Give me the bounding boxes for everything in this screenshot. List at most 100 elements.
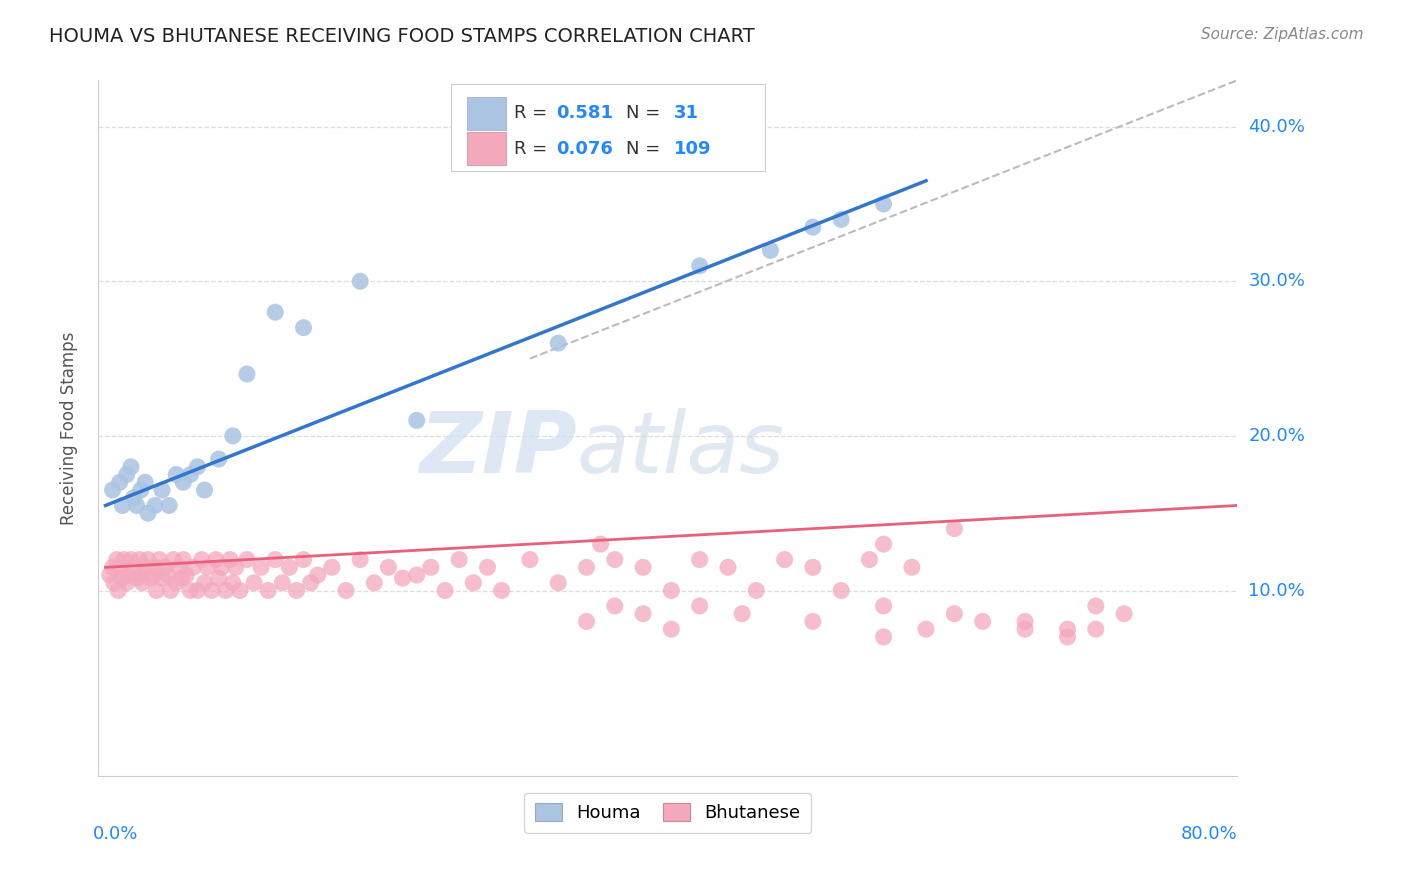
- Point: [278, 560, 301, 574]
- Text: N =: N =: [626, 104, 665, 122]
- Text: 31: 31: [673, 104, 699, 122]
- Text: 10.0%: 10.0%: [1249, 582, 1305, 599]
- Point: [631, 560, 654, 574]
- Point: [101, 483, 124, 497]
- Point: [1056, 622, 1078, 636]
- Point: [142, 568, 165, 582]
- Point: [1114, 607, 1136, 621]
- Point: [307, 568, 329, 582]
- Point: [200, 583, 222, 598]
- Point: [181, 560, 204, 574]
- Point: [872, 630, 894, 644]
- Text: ZIP: ZIP: [419, 408, 576, 491]
- Text: 0.581: 0.581: [557, 104, 613, 122]
- Point: [349, 552, 371, 566]
- Point: [603, 552, 626, 566]
- Point: [745, 583, 768, 598]
- Point: [143, 499, 166, 513]
- Point: [830, 583, 852, 598]
- Point: [830, 212, 852, 227]
- Point: [222, 575, 245, 590]
- Point: [139, 571, 162, 585]
- Point: [172, 475, 194, 490]
- Text: 30.0%: 30.0%: [1249, 272, 1305, 290]
- Y-axis label: Receiving Food Stamps: Receiving Food Stamps: [59, 332, 77, 524]
- Point: [575, 560, 598, 574]
- Point: [405, 413, 427, 427]
- Point: [236, 552, 259, 566]
- Point: [170, 571, 193, 585]
- Text: 40.0%: 40.0%: [1249, 118, 1305, 136]
- Point: [264, 552, 287, 566]
- Point: [136, 552, 159, 566]
- Point: [250, 560, 273, 574]
- Point: [391, 571, 413, 585]
- Point: [108, 475, 131, 490]
- Point: [901, 560, 924, 574]
- Point: [129, 483, 152, 497]
- Text: 20.0%: 20.0%: [1249, 427, 1305, 445]
- Point: [222, 429, 245, 443]
- Point: [1014, 622, 1036, 636]
- Point: [101, 560, 124, 574]
- Point: [1014, 615, 1036, 629]
- Point: [449, 552, 471, 566]
- Point: [120, 459, 142, 474]
- Point: [434, 583, 457, 598]
- Point: [153, 560, 176, 574]
- Point: [190, 552, 212, 566]
- Point: [271, 575, 294, 590]
- Point: [162, 552, 184, 566]
- Text: 109: 109: [673, 140, 711, 158]
- Point: [117, 568, 139, 582]
- Point: [122, 560, 145, 574]
- Point: [661, 622, 683, 636]
- Point: [125, 499, 148, 513]
- Point: [211, 560, 233, 574]
- Point: [103, 575, 125, 590]
- Point: [872, 537, 894, 551]
- Point: [589, 537, 612, 551]
- Text: 0.076: 0.076: [557, 140, 613, 158]
- Point: [292, 320, 315, 334]
- Point: [477, 560, 499, 574]
- Point: [603, 599, 626, 613]
- Text: 80.0%: 80.0%: [1181, 825, 1237, 843]
- Point: [129, 568, 152, 582]
- Point: [243, 575, 266, 590]
- Point: [661, 583, 683, 598]
- Point: [1084, 622, 1107, 636]
- Point: [299, 575, 322, 590]
- Point: [186, 459, 208, 474]
- Point: [136, 506, 159, 520]
- Point: [107, 583, 129, 598]
- Point: [111, 499, 134, 513]
- Point: [519, 552, 541, 566]
- Text: 0.0%: 0.0%: [93, 825, 138, 843]
- Point: [264, 305, 287, 319]
- Point: [349, 274, 371, 288]
- FancyBboxPatch shape: [467, 132, 506, 165]
- Point: [157, 499, 180, 513]
- Point: [377, 560, 399, 574]
- Point: [128, 552, 150, 566]
- Point: [689, 259, 711, 273]
- Point: [801, 220, 824, 235]
- Point: [98, 568, 121, 582]
- Point: [872, 197, 894, 211]
- Point: [547, 575, 569, 590]
- Point: [335, 583, 357, 598]
- Point: [165, 467, 187, 482]
- Point: [111, 571, 134, 585]
- Point: [156, 568, 179, 582]
- Point: [1056, 630, 1078, 644]
- Point: [405, 568, 427, 582]
- Point: [219, 552, 242, 566]
- Point: [115, 467, 138, 482]
- Point: [112, 552, 135, 566]
- Point: [134, 560, 156, 574]
- Point: [179, 583, 201, 598]
- Point: [165, 575, 187, 590]
- Point: [150, 483, 173, 497]
- Point: [801, 560, 824, 574]
